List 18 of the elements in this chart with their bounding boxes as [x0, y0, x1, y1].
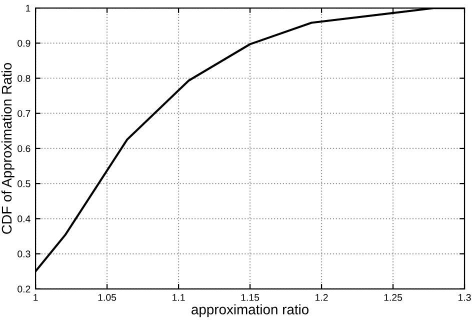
- y-tick-label: 0.3: [18, 250, 30, 258]
- x-tick-label: 1: [34, 294, 38, 301]
- y-tick-label: 0.2: [18, 286, 30, 293]
- y-tick-label: 0.6: [18, 145, 30, 152]
- y-tick-label: 0.5: [18, 180, 30, 188]
- y-axis-title: CDF of Approximation Ratio: [1, 62, 14, 234]
- x-tick-label: 1.05: [98, 294, 116, 301]
- x-tick-label: 1.25: [384, 294, 402, 301]
- x-tick-label: 1.15: [241, 294, 260, 301]
- x-axis-title: approximation ratio: [192, 304, 309, 318]
- x-tick-label: 1.1: [172, 294, 185, 301]
- y-tick-label: 0.4: [18, 215, 30, 222]
- y-tick-label: 0.9: [18, 40, 30, 47]
- x-tick-label: 1.3: [458, 294, 471, 301]
- y-tick-label: 0.8: [18, 74, 30, 82]
- x-tick-label: 1.2: [316, 294, 328, 301]
- y-tick-label: 1: [26, 4, 30, 12]
- y-tick-label: 0.7: [18, 110, 30, 117]
